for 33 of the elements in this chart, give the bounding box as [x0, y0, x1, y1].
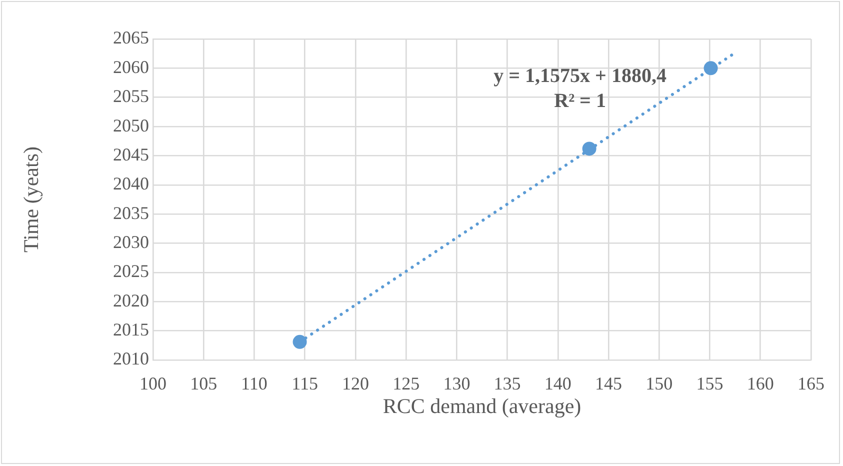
x-tick-label: 100: [140, 374, 166, 394]
x-tick-label: 130: [443, 374, 470, 394]
x-tick-label: 125: [392, 374, 420, 394]
x-tick-label: 155: [696, 374, 724, 394]
y-tick-label: 2040: [113, 174, 149, 194]
y-tick-label: 2025: [113, 261, 149, 282]
point: [582, 142, 596, 156]
annotation: R² = 1: [554, 90, 606, 112]
annotation: y = 1,1575x + 1880,4: [494, 65, 666, 88]
point: [292, 334, 307, 349]
y-tick-label: 2015: [113, 320, 149, 340]
y-tick-label: 2065: [113, 28, 149, 48]
x-tick-label: 165: [798, 374, 824, 394]
y-tick-label: 2030: [113, 232, 149, 252]
point: [704, 61, 718, 76]
x-tick-label: 150: [646, 374, 673, 394]
x-tick-label: 145: [595, 374, 622, 394]
x-tick-label: 110: [241, 374, 268, 394]
x-tick-label: 160: [746, 374, 774, 394]
y-tick-label: 2020: [113, 290, 149, 310]
y-axis-title: Time (yeats): [19, 146, 44, 252]
y-tick-label: 2060: [113, 56, 149, 77]
x-tick-label: 105: [190, 374, 218, 394]
y-tick-label: 2055: [113, 86, 149, 106]
y-tick-label: 2045: [113, 144, 149, 164]
x-tick-label: 140: [544, 374, 572, 394]
x-tick-label: 135: [494, 374, 521, 394]
y-tick-label: 2010: [113, 348, 149, 369]
x-tick-label: 115: [292, 374, 318, 394]
x-axis-title: RCC demand (average): [382, 394, 582, 418]
x-tick-label: 120: [342, 374, 369, 394]
y-tick-label: 2035: [113, 202, 149, 223]
y-tick-label: 2050: [113, 115, 149, 136]
